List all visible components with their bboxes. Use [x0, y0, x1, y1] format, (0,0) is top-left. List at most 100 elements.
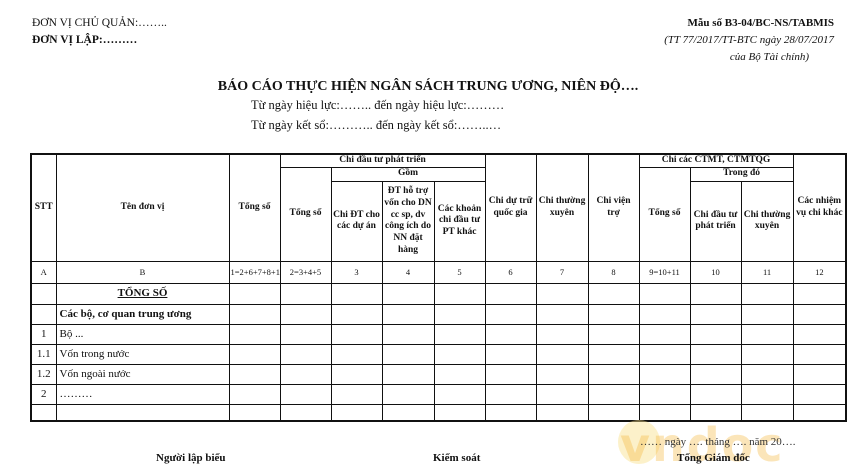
column-index-cell: 7: [535, 260, 589, 284]
value-cell: [433, 303, 486, 325]
value-cell: [587, 282, 640, 305]
value-cell: [228, 363, 281, 385]
header-stt: STT: [30, 153, 57, 262]
header-nhiem-vu-khac: Các nhiệm vụ chi khác: [792, 153, 847, 262]
value-cell: [740, 363, 794, 385]
row-stt: 1.1: [30, 343, 57, 365]
value-cell: [381, 343, 435, 365]
value-cell: [587, 343, 640, 365]
value-cell: [792, 282, 847, 305]
value-cell: [381, 303, 435, 325]
value-cell: [279, 343, 332, 365]
value-cell: [433, 403, 486, 422]
value-cell: [689, 323, 742, 345]
row-name: Các bộ, cơ quan trung ương: [55, 303, 230, 325]
table-row: TỔNG SỐ: [30, 282, 847, 305]
header-ctmt-group: Chi các CTMT, CTMTQG: [638, 153, 794, 168]
column-index-cell: 6: [484, 260, 537, 284]
circular-reference: (TT 77/2017/TT-BTC ngày 28/07/2017: [664, 34, 834, 46]
column-index-cell: A: [30, 260, 57, 284]
value-cell: [279, 403, 332, 422]
value-cell: [330, 403, 383, 422]
value-cell: [381, 383, 435, 405]
value-cell: [535, 323, 589, 345]
header-gom: Gồm: [330, 166, 486, 182]
value-cell: [279, 383, 332, 405]
value-cell: [792, 363, 847, 385]
table-row: 2………: [30, 383, 847, 405]
value-cell: [484, 363, 537, 385]
value-cell: [740, 343, 794, 365]
value-cell: [792, 303, 847, 325]
column-index-cell: 10: [689, 260, 742, 284]
value-cell: [740, 323, 794, 345]
value-cell: [381, 282, 435, 305]
value-cell: [433, 282, 486, 305]
value-cell: [381, 363, 435, 385]
value-cell: [689, 282, 742, 305]
value-cell: [689, 343, 742, 365]
row-name: Bộ ...: [55, 323, 230, 345]
value-cell: [535, 303, 589, 325]
value-cell: [792, 323, 847, 345]
closing-date-range: Từ ngày kết sổ:……….. đến ngày kết sổ:…….…: [251, 118, 502, 132]
column-index-cell: 2=3+4+5: [279, 260, 332, 284]
row-stt: 1: [30, 323, 57, 345]
value-cell: [638, 323, 691, 345]
form-code: Mẫu số B3-04/BC-NS/TABMIS: [687, 17, 834, 29]
row-name: Vốn ngoài nước: [55, 363, 230, 385]
value-cell: [689, 303, 742, 325]
header-ctmt-thuong-xuyen: Chi thường xuyên: [740, 180, 794, 262]
header-ctmt-tong-so: Tổng số: [638, 166, 691, 262]
value-cell: [433, 383, 486, 405]
report-title: BÁO CÁO THỰC HIỆN NGÂN SÁCH TRUNG ƯƠNG, …: [217, 79, 639, 94]
table-row: 1.1 Vốn trong nước: [30, 343, 847, 365]
date-line: …… ngày …. tháng …. năm 20….: [640, 436, 796, 448]
column-index-cell: 3: [330, 260, 383, 284]
signature-nguoi-lap-bieu: Người lập biểu: [156, 452, 226, 464]
column-index-row: AB1=2+6+7+8+11+122=3+4+53456789=10+11101…: [30, 260, 847, 284]
value-cell: [535, 282, 589, 305]
signature-tong-giam-doc: Tổng Giám đốc: [677, 452, 750, 464]
value-cell: [228, 282, 281, 305]
value-cell: [535, 403, 589, 422]
column-index-cell: 11: [740, 260, 794, 284]
value-cell: [279, 303, 332, 325]
column-index-cell: 8: [587, 260, 640, 284]
value-cell: [330, 343, 383, 365]
value-cell: [433, 323, 486, 345]
value-cell: [279, 282, 332, 305]
table-row: 1.2 Vốn ngoài nước: [30, 363, 847, 385]
value-cell: [587, 383, 640, 405]
value-cell: [330, 363, 383, 385]
header-chi-dtpt-group: Chi đầu tư phát triển: [279, 153, 486, 168]
value-cell: [330, 303, 383, 325]
value-cell: [330, 323, 383, 345]
header-khoan-chi-khac: Các khoản chi đầu tư PT khác: [433, 180, 486, 262]
value-cell: [792, 403, 847, 422]
row-name: Vốn trong nước: [55, 343, 230, 365]
header-chi-dt-du-an: Chi ĐT cho các dự án: [330, 180, 383, 262]
table-row: 1 Bộ ...: [30, 323, 847, 345]
value-cell: [689, 363, 742, 385]
value-cell: [381, 323, 435, 345]
column-index-cell: 1=2+6+7+8+11+12: [228, 260, 281, 284]
value-cell: [740, 403, 794, 422]
value-cell: [535, 363, 589, 385]
table-row: Các bộ, cơ quan trung ương: [30, 303, 847, 325]
value-cell: [689, 383, 742, 405]
issuer: của Bộ Tài chính): [729, 51, 809, 63]
value-cell: [792, 383, 847, 405]
header-ten-don-vi: Tên đơn vị: [55, 153, 230, 262]
don-vi-chu-quan: ĐƠN VỊ CHỦ QUẢN:……..: [32, 17, 167, 29]
column-index-cell: 5: [433, 260, 486, 284]
value-cell: [228, 383, 281, 405]
value-cell: [484, 323, 537, 345]
watermark-mascot: [618, 420, 660, 464]
header-dt-ho-tro: ĐT hỗ trợ vốn cho DN cc sp, dv công ích …: [381, 180, 435, 262]
value-cell: [587, 363, 640, 385]
row-stt: 2: [30, 383, 57, 405]
header-dtpt-tong-so: Tổng số: [279, 166, 332, 262]
row-stt: [30, 403, 57, 422]
value-cell: [792, 343, 847, 365]
